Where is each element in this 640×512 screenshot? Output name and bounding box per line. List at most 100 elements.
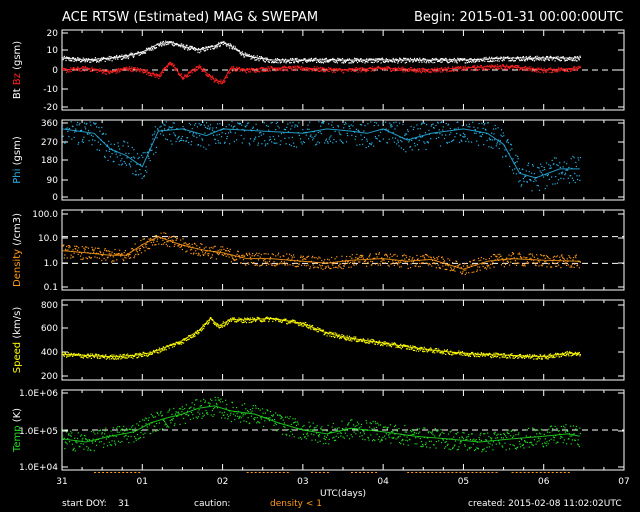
- data-point-speed: [368, 341, 370, 343]
- data-point-phi: [155, 151, 157, 153]
- data-point-density: [241, 254, 243, 257]
- data-point-phi: [452, 140, 454, 142]
- data-point-mag: [354, 59, 356, 61]
- data-point-mag: [420, 60, 423, 62]
- data-point-phi: [374, 136, 376, 138]
- data-point-speed: [309, 327, 311, 329]
- data-point-mag: [164, 42, 166, 44]
- data-point-density: [517, 253, 519, 255]
- data-point-phi: [490, 138, 492, 141]
- data-point-phi: [543, 166, 545, 169]
- data-point-phi: [566, 169, 568, 171]
- data-point-density: [393, 254, 395, 256]
- data-point-density: [158, 243, 160, 245]
- data-point-density: [72, 249, 74, 251]
- data-point-speed: [576, 352, 578, 354]
- data-point-phi: [554, 183, 556, 185]
- data-point-density: [313, 257, 315, 259]
- data-point-phi: [409, 146, 412, 148]
- data-point-phi: [529, 179, 531, 181]
- data-point-density: [552, 261, 554, 263]
- data-point-density: [537, 257, 539, 259]
- data-point-phi: [375, 137, 377, 139]
- data-point-mag: [458, 58, 460, 60]
- data-point-mag: [255, 56, 257, 58]
- data-point-density: [473, 271, 475, 273]
- data-point-density: [132, 249, 135, 251]
- data-point-temp: [106, 435, 108, 437]
- data-point-speed: [71, 353, 73, 355]
- data-point-phi: [216, 123, 219, 125]
- data-point-mag: [522, 56, 524, 58]
- data-point-mag: [77, 57, 79, 59]
- data-point-mag: [263, 67, 265, 69]
- data-point-phi: [124, 162, 126, 164]
- data-point-mag: [386, 60, 388, 62]
- data-point-phi: [192, 132, 194, 134]
- data-point-phi: [537, 185, 539, 187]
- data-point-mag: [322, 61, 324, 63]
- data-point-speed: [540, 354, 542, 356]
- data-point-density: [382, 258, 384, 260]
- data-point-density: [252, 253, 254, 255]
- data-point-speed: [509, 356, 511, 358]
- data-point-speed: [242, 321, 244, 324]
- data-point-density: [132, 250, 134, 252]
- data-point-mag: [472, 60, 474, 62]
- data-point-mag: [473, 58, 476, 60]
- data-point-density: [334, 258, 336, 260]
- data-point-mag: [172, 41, 174, 43]
- data-point-mag: [132, 67, 135, 69]
- data-point-speed: [475, 353, 477, 356]
- data-point-mag: [558, 70, 560, 72]
- data-point-speed: [341, 334, 343, 336]
- data-point-phi: [319, 131, 321, 133]
- data-point-speed: [260, 320, 262, 322]
- data-point-mag: [191, 72, 193, 74]
- data-point-density: [434, 258, 436, 260]
- data-point-mag: [168, 43, 170, 45]
- data-point-mag: [72, 68, 74, 70]
- data-point-mag: [408, 70, 410, 72]
- data-point-mag: [377, 61, 379, 63]
- data-point-mag: [316, 68, 318, 70]
- data-point-phi: [500, 134, 502, 136]
- data-point-speed: [144, 352, 147, 354]
- data-point-density: [492, 254, 495, 256]
- data-point-mag: [460, 67, 462, 69]
- data-point-mag: [199, 49, 201, 51]
- data-point-density: [141, 244, 143, 246]
- data-point-phi: [297, 132, 299, 134]
- data-point-density: [280, 260, 283, 262]
- data-point-mag: [191, 47, 193, 49]
- data-point-mag: [551, 70, 553, 72]
- data-point-mag: [542, 70, 544, 72]
- data-point-mag: [396, 68, 398, 70]
- data-point-mag: [157, 43, 159, 45]
- data-point-temp: [163, 419, 165, 421]
- data-point-phi: [168, 128, 170, 130]
- data-point-density: [216, 252, 218, 254]
- data-point-density: [376, 256, 378, 258]
- data-point-mag: [423, 70, 425, 73]
- data-point-temp: [105, 427, 107, 429]
- data-point-speed: [532, 355, 534, 357]
- data-point-density: [194, 243, 196, 245]
- data-point-speed: [418, 350, 420, 352]
- data-point-mag: [107, 69, 109, 72]
- data-point-mag: [424, 71, 427, 73]
- data-point-speed: [401, 345, 403, 347]
- data-point-temp: [152, 431, 154, 433]
- data-point-speed: [67, 352, 69, 354]
- ylabel-temp: Temp (K): [12, 408, 23, 453]
- data-point-phi: [553, 163, 555, 165]
- data-point-speed: [227, 322, 230, 324]
- data-point-mag: [245, 55, 247, 57]
- data-point-mag: [503, 59, 505, 61]
- data-point-mag: [339, 58, 341, 60]
- data-point-temp: [78, 445, 80, 447]
- data-point-temp: [144, 417, 147, 419]
- data-point-mag: [294, 61, 296, 63]
- data-point-mag: [298, 59, 300, 61]
- data-point-speed: [101, 356, 103, 358]
